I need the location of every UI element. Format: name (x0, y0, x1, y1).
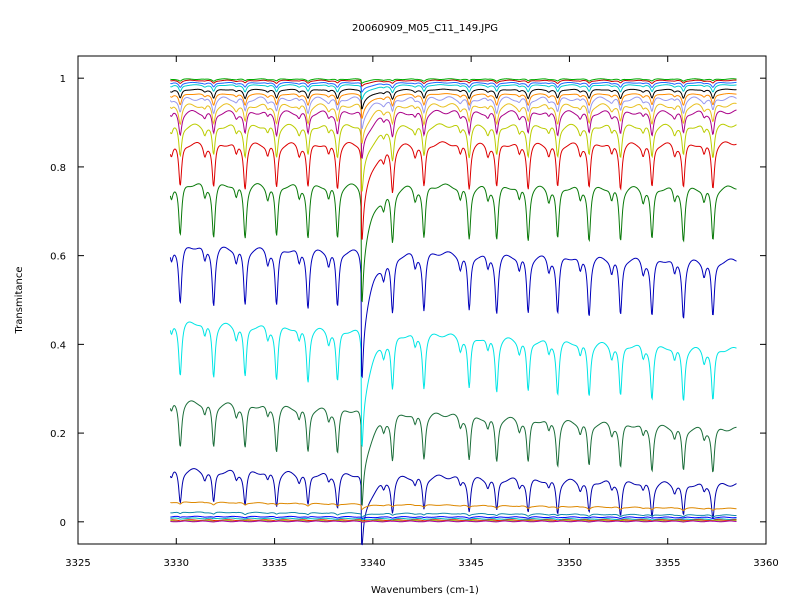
series-layer (169, 78, 737, 546)
series-line (169, 321, 737, 448)
series-line (169, 468, 737, 546)
series-line (170, 519, 737, 522)
series-line (170, 520, 737, 523)
series-line (169, 102, 737, 145)
series-line (170, 511, 737, 518)
x-tick-label: 3345 (458, 558, 483, 569)
series-line (169, 183, 737, 303)
x-tick-label: 3355 (655, 558, 680, 569)
series-line (169, 141, 737, 240)
x-tick-label: 3350 (557, 558, 582, 569)
series-line (169, 123, 737, 192)
series-line (170, 78, 737, 84)
series-line (169, 246, 737, 379)
series-line (169, 400, 737, 507)
series-line (170, 501, 737, 511)
x-axis-label: Wavenumbers (cm-1) (371, 585, 479, 596)
series-line (170, 84, 737, 100)
y-tick-label: 1 (60, 74, 66, 85)
series-line (169, 96, 737, 130)
y-tick-label: 0.8 (50, 163, 66, 174)
chart-title: 20060909_M05_C11_149.JPG (352, 23, 498, 34)
y-axis-label: Transmitance (14, 267, 25, 335)
x-tick-label: 3325 (65, 558, 90, 569)
series-line (170, 93, 737, 119)
y-tick-label: 0.4 (50, 340, 66, 351)
y-axis-ticks: 0 0.2 0.4 0.6 0.8 1 (50, 74, 766, 529)
y-tick-label: 0.2 (50, 429, 66, 440)
series-line (170, 88, 737, 110)
plot-frame (77, 55, 767, 545)
y-tick-label: 0.6 (50, 252, 66, 263)
x-tick-label: 3360 (753, 558, 778, 569)
series-line (170, 520, 737, 523)
x-tick-label: 3330 (164, 558, 189, 569)
y-tick-label: 0 (60, 518, 66, 529)
x-tick-label: 3335 (262, 558, 287, 569)
x-tick-label: 3340 (360, 558, 385, 569)
x-axis-ticks: 3325 3330 3335 3340 3345 3350 3355 3360 (65, 56, 779, 569)
series-line (169, 109, 737, 159)
series-line (170, 515, 737, 520)
series-line (170, 79, 737, 87)
series-line (170, 81, 737, 93)
series-line (170, 517, 737, 521)
